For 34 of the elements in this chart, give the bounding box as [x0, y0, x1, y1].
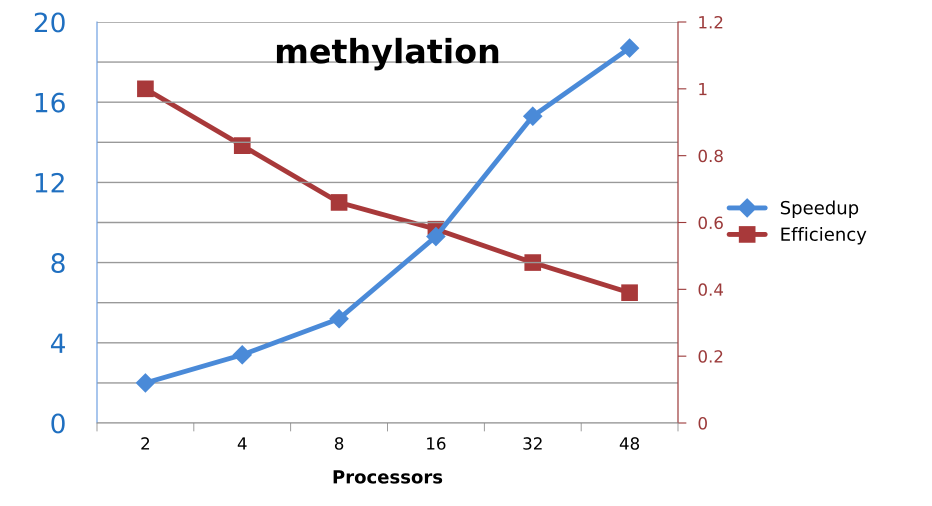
point: [330, 309, 349, 328]
point: [426, 227, 446, 246]
point: [136, 373, 155, 392]
legend-label: Efficiency: [781, 227, 866, 244]
y-tick-label: 8: [51, 253, 65, 273]
point: [330, 194, 348, 211]
y2-tick-label: 1.2: [699, 16, 722, 28]
y-tick-label: 0: [51, 413, 65, 434]
y2-tick-label: 0.4: [698, 283, 724, 296]
chart-title: methylation: [276, 38, 498, 70]
y2-tick-label: 0: [698, 416, 707, 430]
y-tick-label: 12: [36, 172, 64, 192]
y2-tick-label: 0.6: [698, 216, 723, 230]
x-tick-label: 32: [523, 437, 542, 450]
x-tick-label: 16: [427, 437, 446, 450]
x-tick-label: 4: [238, 437, 247, 450]
point: [137, 80, 154, 98]
y2-tick-label: 0.8: [698, 150, 723, 162]
x-tick-label: 2: [141, 437, 150, 450]
point: [232, 345, 252, 364]
x-tick-label: 8: [334, 437, 344, 450]
point: [234, 137, 251, 154]
y-tick-label: 20: [34, 12, 65, 32]
point: [524, 254, 542, 271]
point: [523, 106, 542, 126]
y-tick-label: 4: [50, 334, 65, 353]
legend-label: Speedup: [780, 200, 858, 218]
point: [620, 38, 640, 58]
point: [621, 284, 638, 302]
y2-tick-label: 0.2: [698, 350, 722, 363]
y2-tick-label: 1: [699, 83, 707, 96]
x-axis-title: Processors: [334, 470, 442, 484]
y-tick-label: 16: [36, 92, 65, 113]
x-tick-label: 48: [620, 437, 640, 450]
